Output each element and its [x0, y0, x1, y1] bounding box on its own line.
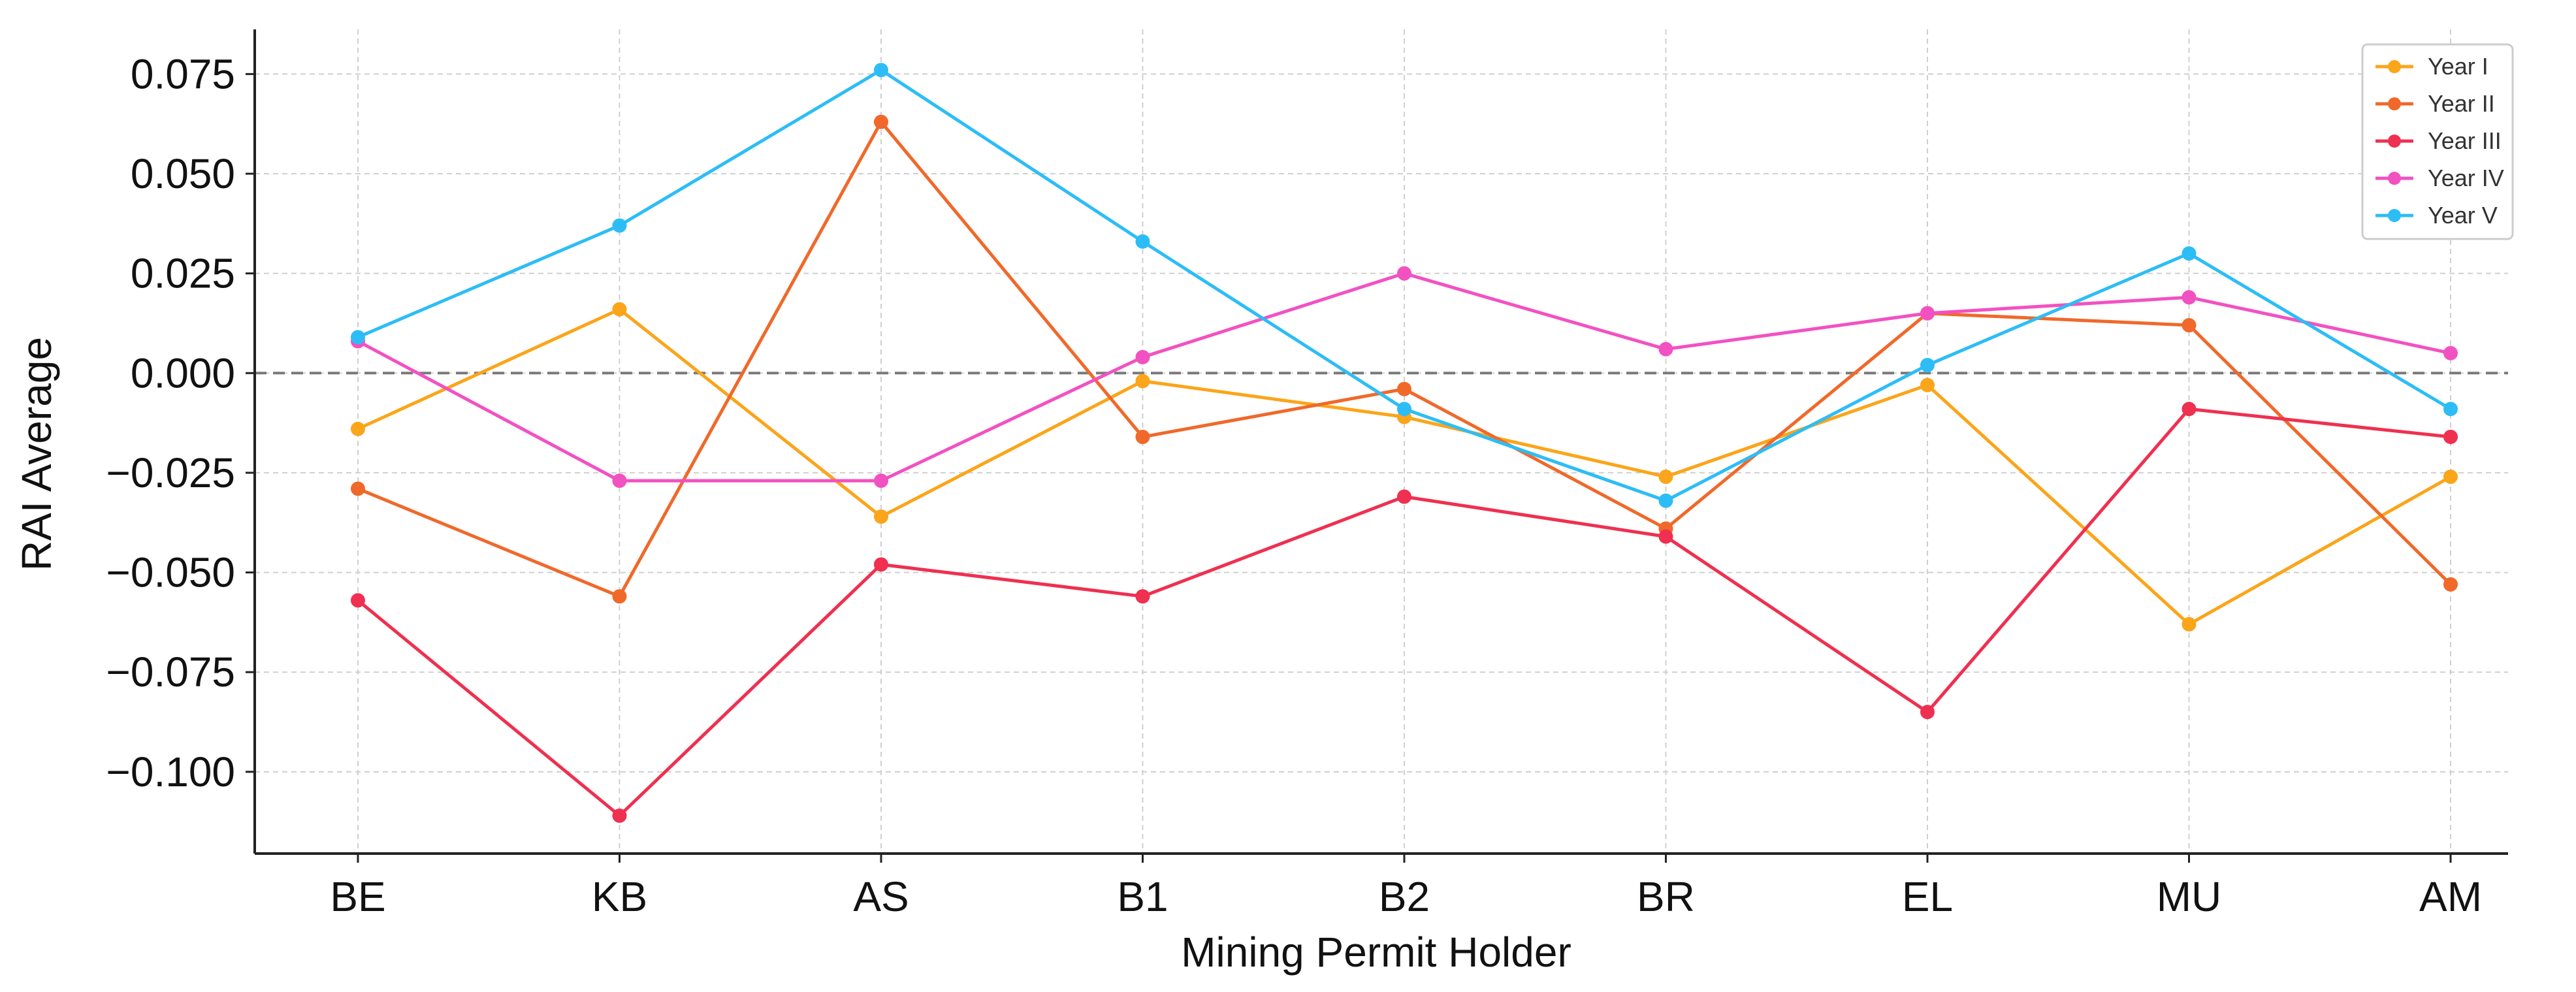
x-tick-label: B2 — [1379, 873, 1430, 920]
data-point — [874, 557, 888, 572]
series-line — [357, 308, 2452, 626]
legend-box — [2361, 43, 2514, 240]
legend-label: Year III — [2428, 127, 2502, 154]
data-point — [351, 330, 365, 345]
data-point — [1658, 342, 1673, 357]
legend-marker — [2388, 172, 2401, 185]
data-point — [351, 593, 365, 608]
x-tick-label: KB — [592, 873, 647, 920]
data-point — [612, 302, 627, 317]
data-point — [1920, 705, 1935, 720]
y-tick-label: −0.075 — [106, 648, 235, 696]
data-point — [1397, 381, 1411, 396]
grid-layer — [255, 29, 2508, 854]
data-point — [1920, 306, 1935, 321]
data-point — [1135, 349, 1150, 364]
data-point — [1920, 358, 1935, 373]
data-point — [1135, 234, 1150, 249]
legend-marker — [2388, 135, 2401, 148]
x-tick-label: B1 — [1117, 873, 1168, 920]
series-layer — [351, 63, 2458, 823]
legend-item: Year I — [2375, 53, 2488, 80]
y-tick-label: −0.025 — [106, 449, 235, 496]
legend-label: Year V — [2428, 202, 2498, 229]
data-point — [2443, 577, 2458, 592]
series-year-iv — [351, 266, 2458, 488]
legend-item: Year III — [2375, 127, 2502, 154]
y-tick-label: 0.075 — [131, 50, 235, 97]
data-point — [2182, 616, 2197, 632]
y-tick-label: 0.000 — [131, 349, 235, 396]
data-point — [874, 473, 888, 488]
legend-label: Year I — [2428, 53, 2488, 80]
data-point — [2443, 429, 2458, 444]
x-tick-label: MU — [2157, 873, 2222, 920]
y-axis-label: RAI Average — [13, 337, 60, 571]
data-point — [874, 509, 888, 524]
data-point — [1135, 374, 1150, 389]
data-point — [351, 421, 365, 436]
x-tick-label: BR — [1637, 873, 1695, 920]
legend-marker — [2388, 60, 2401, 73]
data-point — [874, 63, 888, 78]
data-point — [2182, 246, 2197, 261]
data-point — [874, 114, 888, 129]
legend-item: Year II — [2375, 90, 2495, 117]
series-year-iii — [351, 402, 2458, 823]
data-point — [1397, 489, 1411, 504]
x-tick-label: EL — [1902, 873, 1953, 920]
data-point — [612, 473, 627, 488]
legend-item: Year IV — [2375, 165, 2504, 191]
data-point — [1658, 470, 1673, 485]
data-point — [1397, 266, 1411, 281]
legend: Year I Year II Year III Year IV Year V — [2361, 43, 2514, 240]
x-tick-label: AS — [853, 873, 909, 920]
legend-marker — [2388, 97, 2401, 110]
data-point — [2182, 290, 2197, 305]
data-point — [612, 808, 627, 823]
axes-layer: −0.100 −0.075 −0.050 −0.025 0.000 0.025 0.050 0… — [106, 29, 2508, 920]
y-tick-label: −0.050 — [106, 549, 235, 596]
y-tick-label: 0.025 — [131, 250, 235, 297]
legend-marker — [2388, 209, 2401, 222]
x-axis-label: Mining Permit Holder — [1181, 929, 1571, 976]
x-tick-label: BE — [330, 873, 385, 920]
data-point — [612, 589, 627, 604]
data-point — [1658, 493, 1673, 508]
data-point — [2443, 345, 2458, 360]
data-point — [1658, 529, 1673, 544]
data-point — [2443, 402, 2458, 417]
data-point — [1920, 377, 1935, 392]
data-point — [1135, 429, 1150, 444]
data-point — [612, 218, 627, 233]
legend-label: Year II — [2428, 90, 2495, 117]
series-year-v — [351, 63, 2458, 508]
data-point — [2443, 470, 2458, 485]
data-point — [2182, 402, 2197, 417]
legend-label: Year IV — [2428, 165, 2504, 191]
data-point — [351, 481, 365, 496]
data-point — [1397, 402, 1411, 417]
legend-item: Year V — [2375, 202, 2498, 229]
y-tick-label: −0.100 — [106, 748, 235, 795]
data-point — [2182, 318, 2197, 333]
x-tick-label: AM — [2419, 873, 2482, 920]
y-tick-label: 0.050 — [131, 150, 235, 197]
data-point — [1135, 589, 1150, 604]
